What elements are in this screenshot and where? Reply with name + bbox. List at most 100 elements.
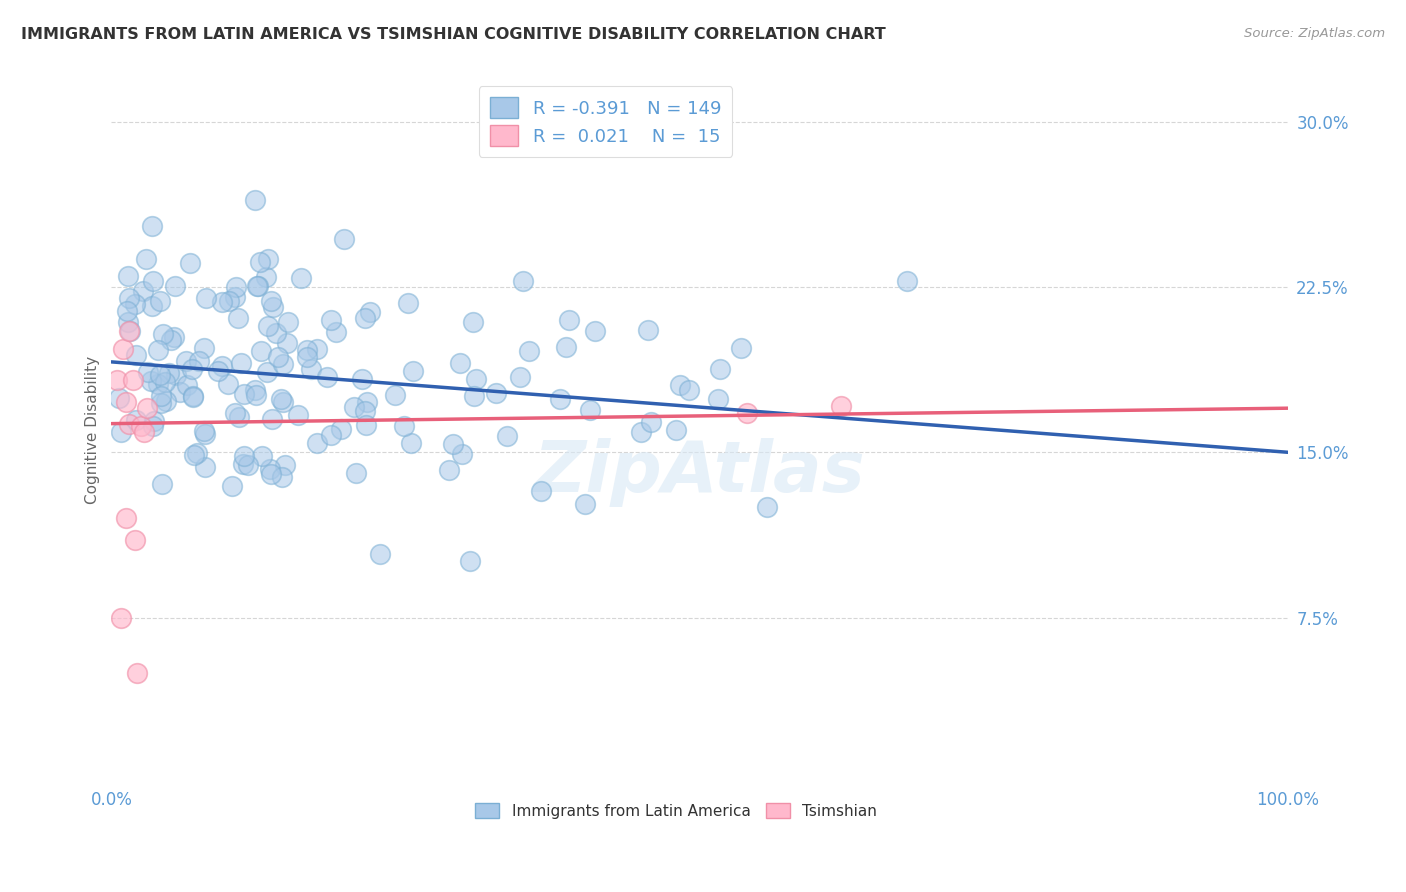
Point xyxy=(141,299,163,313)
Point xyxy=(512,274,534,288)
Point xyxy=(226,310,249,325)
Point xyxy=(114,511,136,525)
Point xyxy=(730,341,752,355)
Point xyxy=(464,372,486,386)
Point xyxy=(141,219,163,233)
Point xyxy=(401,436,423,450)
Point xyxy=(124,348,146,362)
Point xyxy=(155,394,177,409)
Point xyxy=(163,278,186,293)
Point xyxy=(307,342,329,356)
Point xyxy=(221,478,243,492)
Point xyxy=(441,437,464,451)
Point xyxy=(148,343,170,357)
Point xyxy=(211,295,233,310)
Point xyxy=(437,463,460,477)
Point xyxy=(112,342,135,356)
Point xyxy=(125,413,148,427)
Point xyxy=(157,366,180,380)
Point xyxy=(463,389,485,403)
Point xyxy=(165,368,187,383)
Point xyxy=(114,394,136,409)
Point xyxy=(307,436,329,450)
Point xyxy=(678,383,700,397)
Point xyxy=(262,411,284,425)
Point xyxy=(193,427,215,442)
Point xyxy=(135,401,157,416)
Point xyxy=(246,278,269,293)
Point xyxy=(630,425,652,439)
Point xyxy=(354,311,377,326)
Point xyxy=(344,467,367,481)
Point xyxy=(509,370,531,384)
Point xyxy=(181,361,204,376)
Point xyxy=(707,392,730,406)
Point xyxy=(325,325,347,339)
Point xyxy=(135,252,157,266)
Point xyxy=(183,448,205,462)
Point xyxy=(709,362,731,376)
Point xyxy=(354,417,377,432)
Point xyxy=(392,418,415,433)
Point xyxy=(243,194,266,208)
Point xyxy=(224,290,246,304)
Point xyxy=(124,533,146,548)
Text: Source: ZipAtlas.com: Source: ZipAtlas.com xyxy=(1244,27,1385,40)
Point xyxy=(181,390,204,404)
Point xyxy=(245,388,267,402)
Point xyxy=(554,340,576,354)
Point xyxy=(118,291,141,305)
Point xyxy=(669,378,692,392)
Point xyxy=(120,324,142,338)
Point xyxy=(250,449,273,463)
Point xyxy=(330,422,353,436)
Point xyxy=(574,497,596,511)
Point xyxy=(163,330,186,344)
Point xyxy=(149,389,172,403)
Point xyxy=(333,232,356,246)
Point xyxy=(290,271,312,285)
Point xyxy=(254,270,277,285)
Point xyxy=(359,305,381,319)
Point xyxy=(142,274,165,288)
Point xyxy=(830,399,852,413)
Point xyxy=(250,344,273,359)
Point xyxy=(117,269,139,284)
Point xyxy=(132,285,155,299)
Point xyxy=(458,554,481,568)
Point xyxy=(276,336,298,351)
Point xyxy=(270,470,292,484)
Point xyxy=(896,274,918,288)
Point xyxy=(211,359,233,373)
Point xyxy=(461,315,484,329)
Point xyxy=(256,252,278,267)
Point xyxy=(127,665,149,680)
Point xyxy=(153,375,176,389)
Point xyxy=(640,415,662,429)
Point xyxy=(579,403,602,417)
Point xyxy=(176,377,198,392)
Point xyxy=(142,419,165,434)
Point xyxy=(665,423,688,437)
Point xyxy=(229,356,252,370)
Point xyxy=(150,396,173,410)
Point xyxy=(558,313,581,327)
Point xyxy=(121,372,143,386)
Point xyxy=(496,429,519,443)
Point xyxy=(224,406,246,420)
Point xyxy=(118,417,141,431)
Point xyxy=(259,461,281,475)
Point xyxy=(353,403,375,417)
Point xyxy=(181,389,204,403)
Point xyxy=(195,291,218,305)
Point xyxy=(105,372,128,386)
Point xyxy=(179,255,201,269)
Text: IMMIGRANTS FROM LATIN AMERICA VS TSIMSHIAN COGNITIVE DISABILITY CORRELATION CHAR: IMMIGRANTS FROM LATIN AMERICA VS TSIMSHI… xyxy=(21,27,886,42)
Point xyxy=(118,324,141,338)
Point xyxy=(343,400,366,414)
Point xyxy=(260,467,283,482)
Point xyxy=(274,458,297,472)
Point xyxy=(402,363,425,377)
Point xyxy=(319,427,342,442)
Point xyxy=(735,406,758,420)
